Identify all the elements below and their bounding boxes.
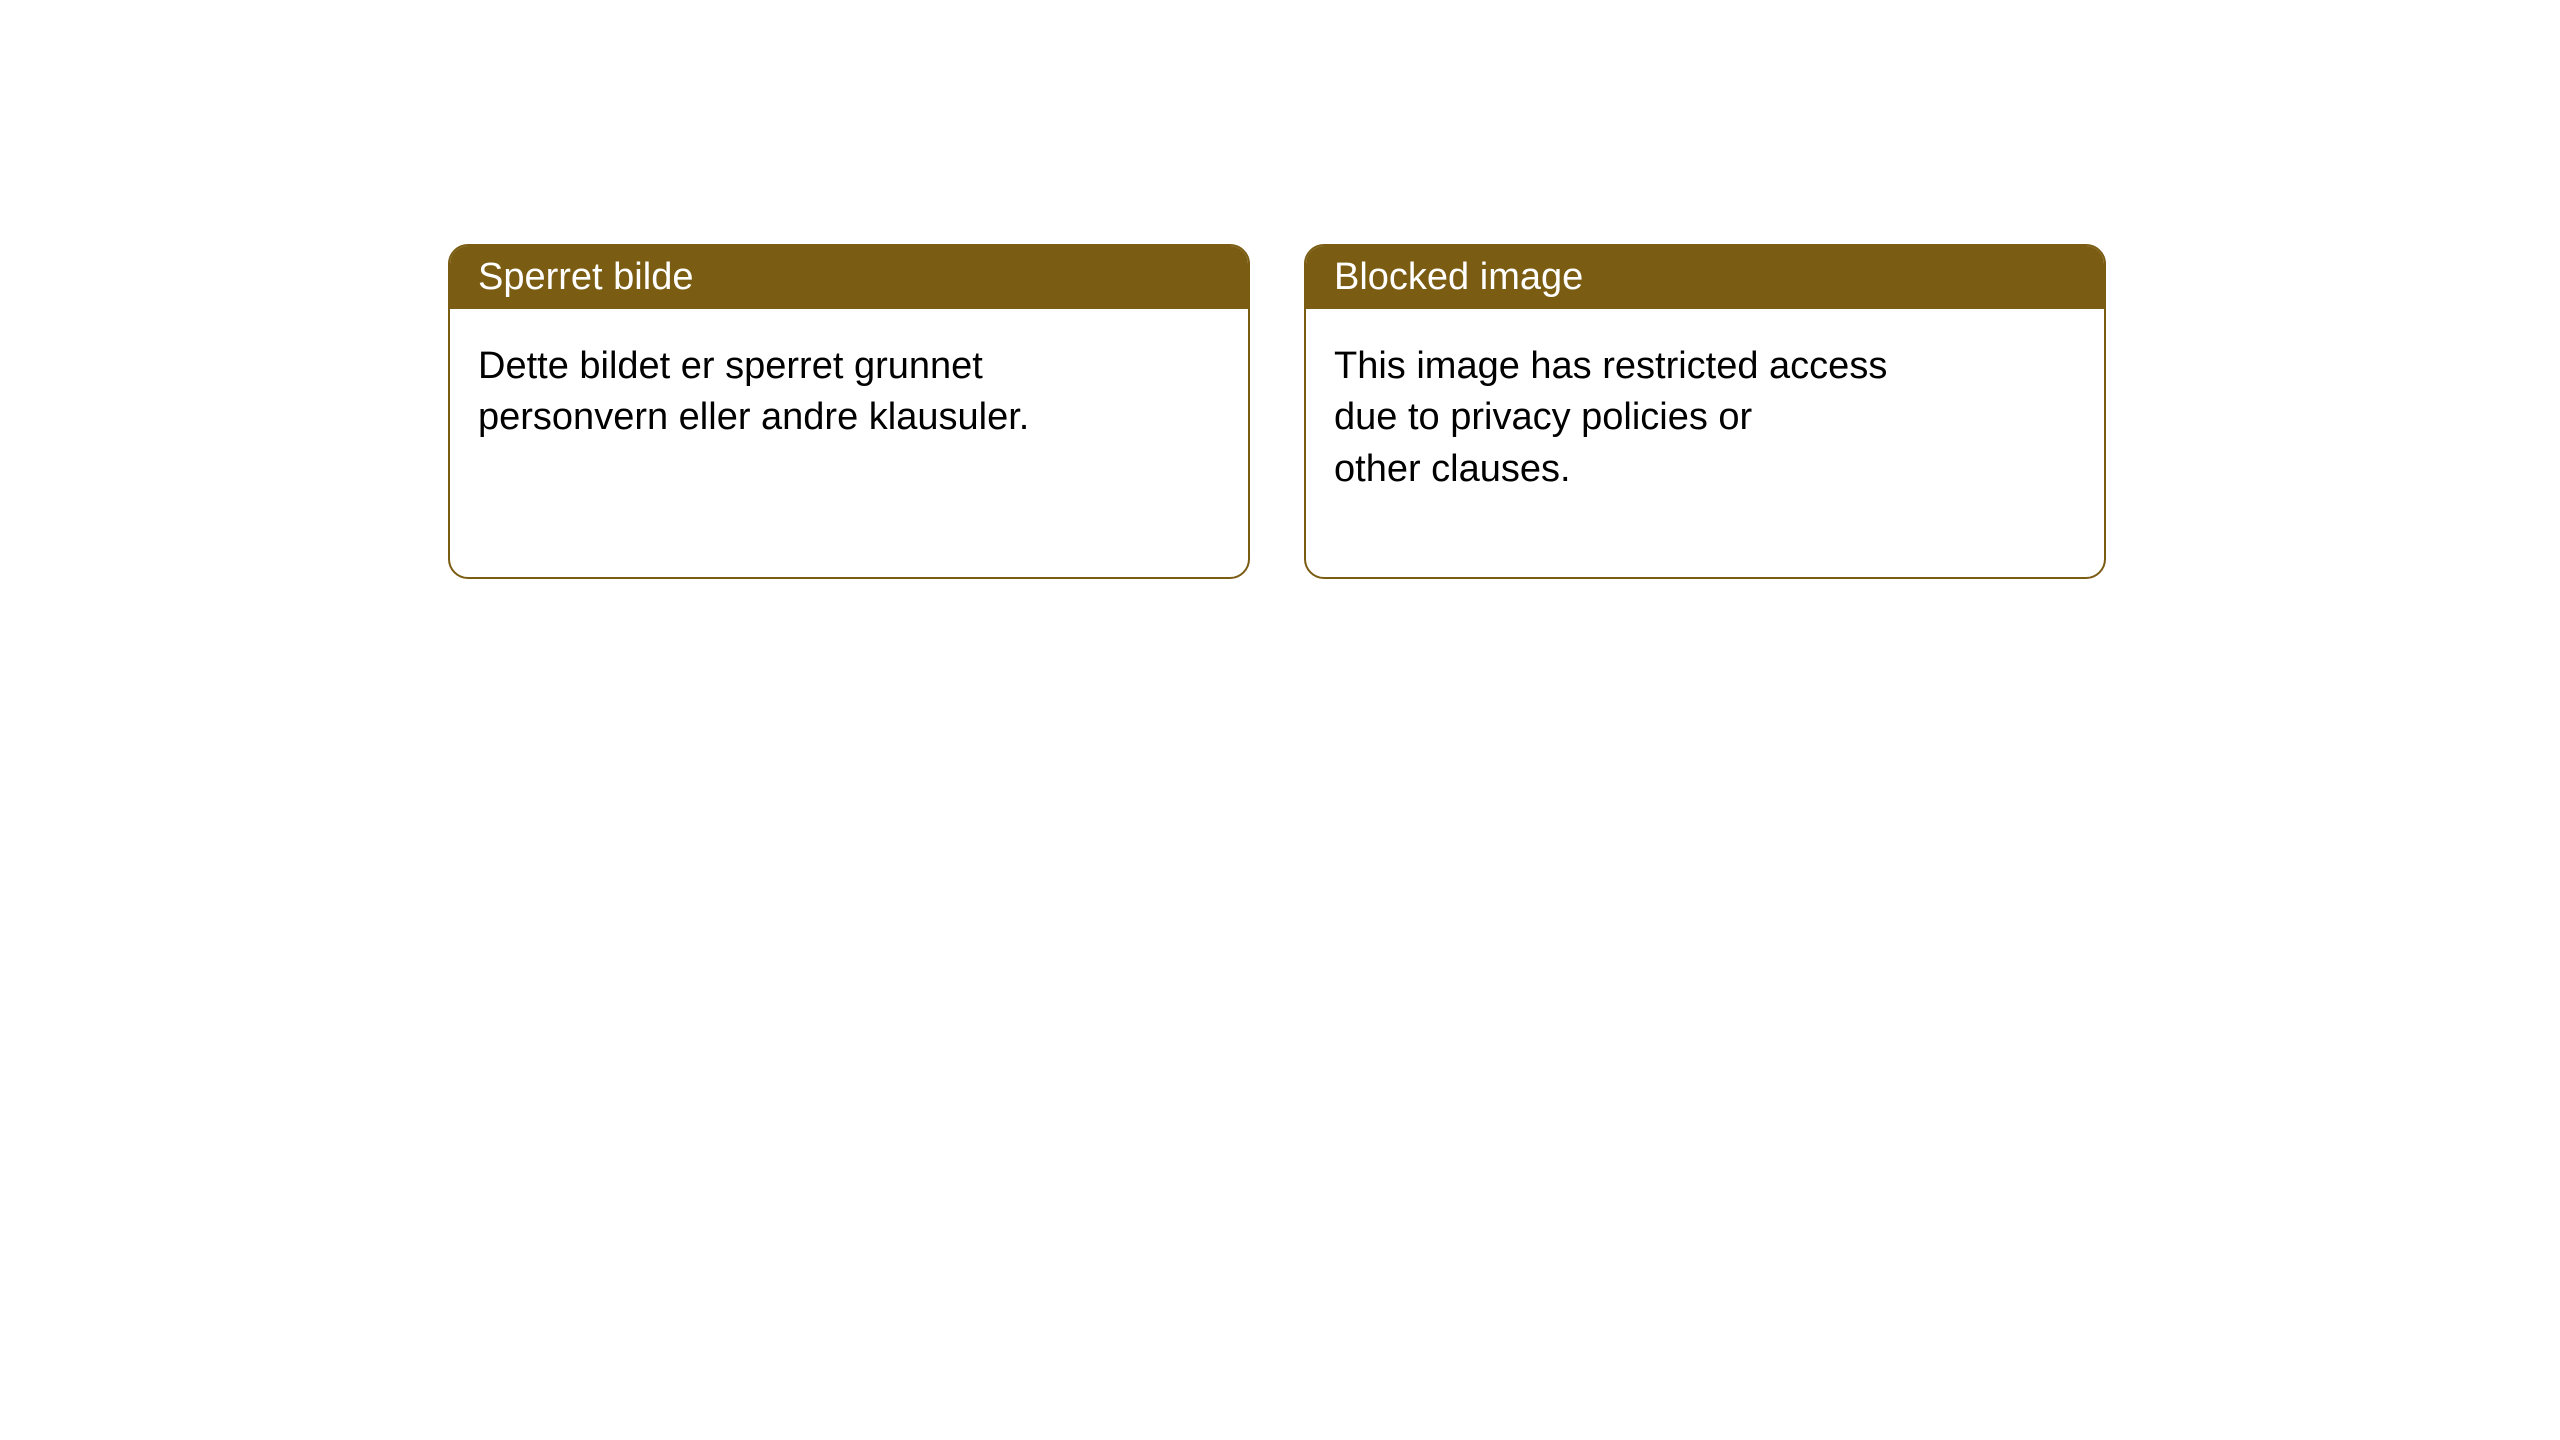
notice-card-no: Sperret bilde Dette bildet er sperret gr… bbox=[448, 244, 1250, 579]
notice-title-en: Blocked image bbox=[1306, 246, 2104, 309]
notice-body-en: This image has restricted access due to … bbox=[1306, 309, 2104, 527]
notice-card-en: Blocked image This image has restricted … bbox=[1304, 244, 2106, 579]
notice-title-no: Sperret bilde bbox=[450, 246, 1248, 309]
notice-container: Sperret bilde Dette bildet er sperret gr… bbox=[0, 0, 2560, 579]
notice-body-no: Dette bildet er sperret grunnet personve… bbox=[450, 309, 1248, 476]
